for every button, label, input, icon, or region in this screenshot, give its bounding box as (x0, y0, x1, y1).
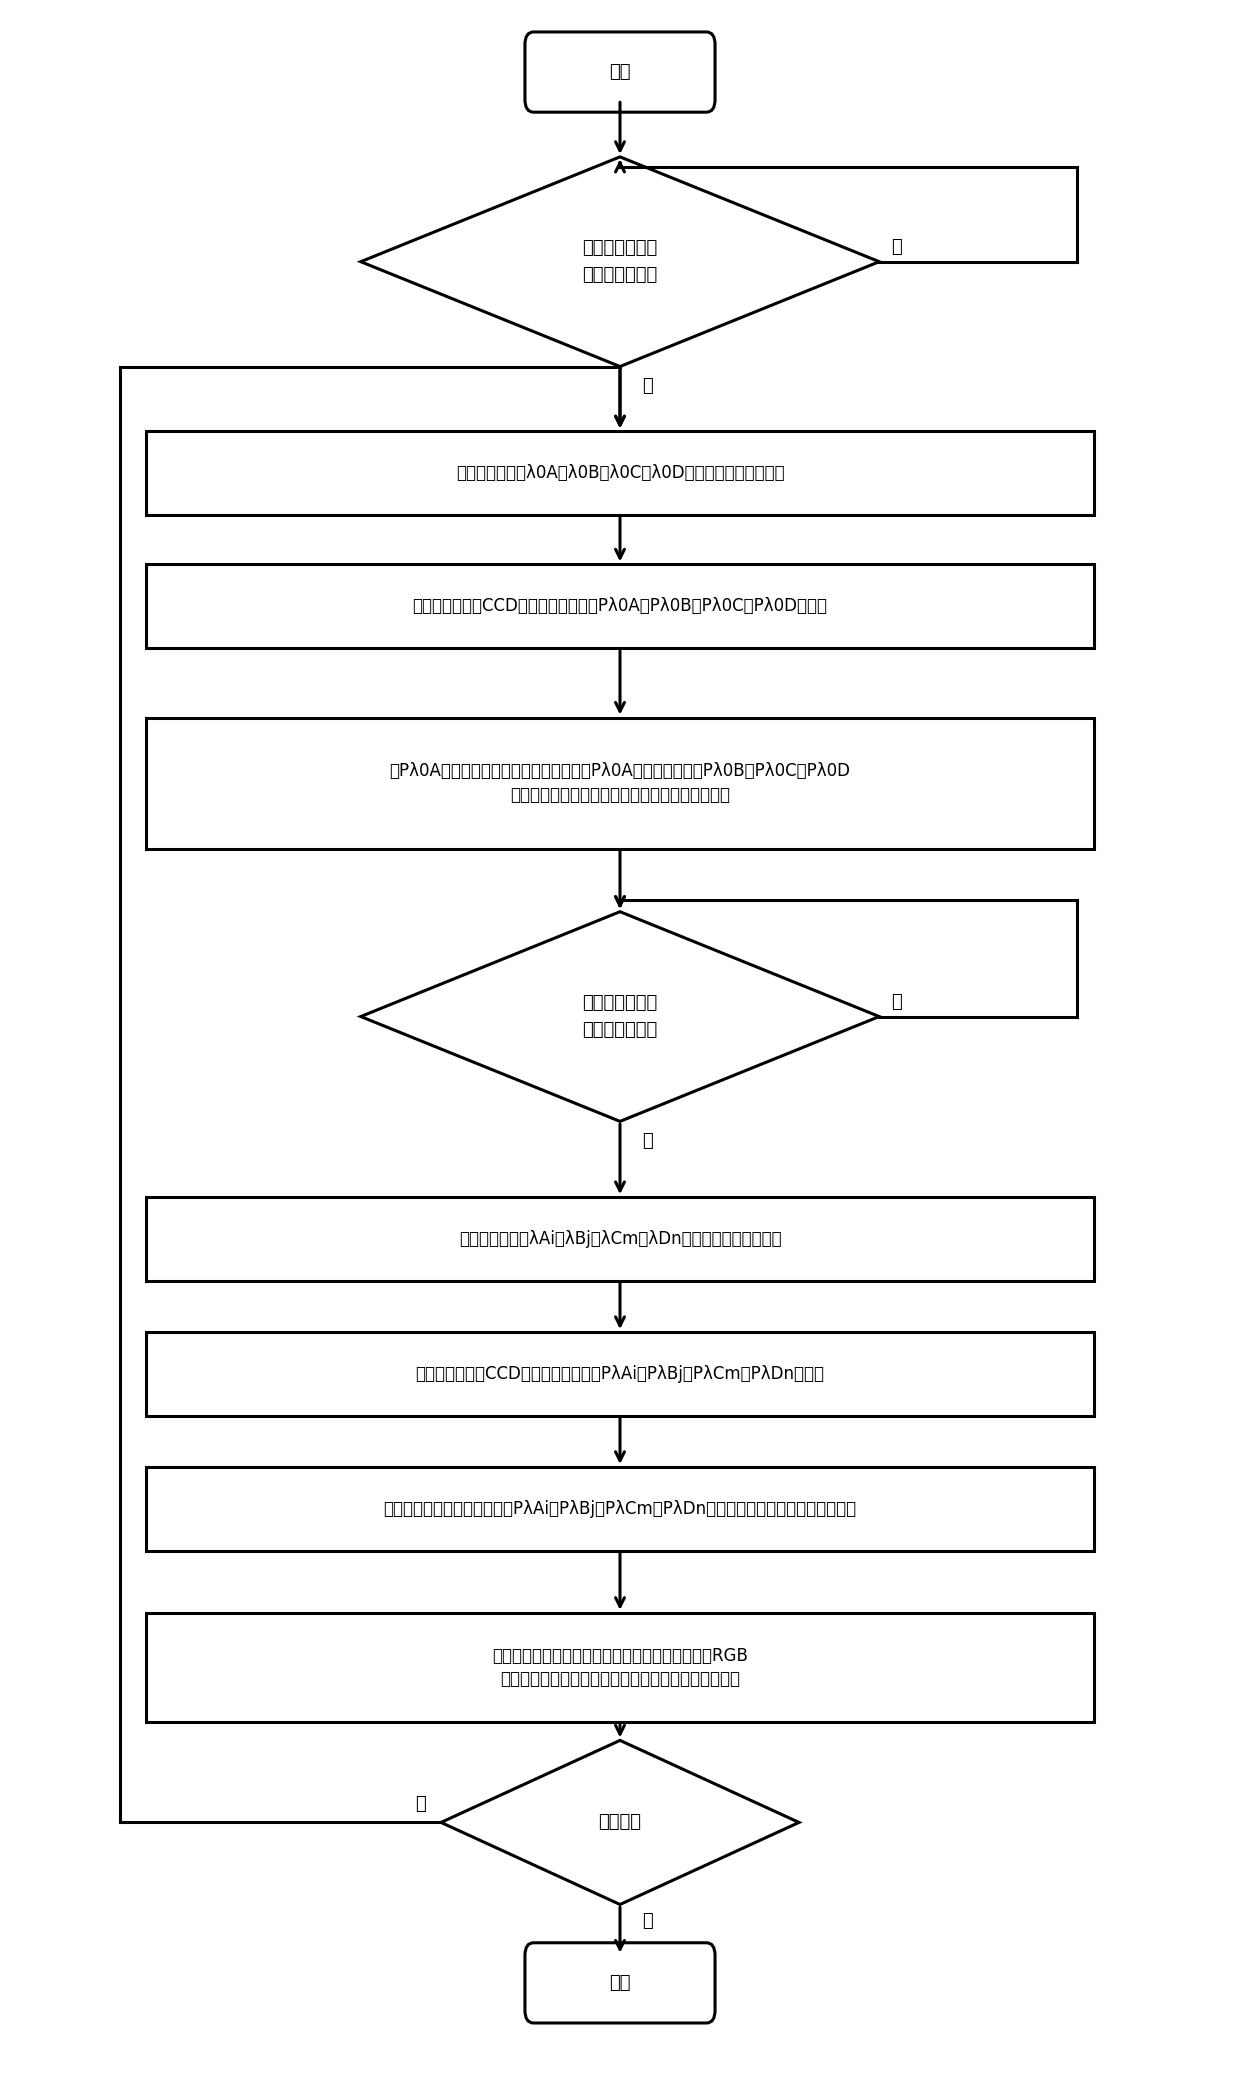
Text: 是否有相同波段
图像配准命令？: 是否有相同波段 图像配准命令？ (583, 239, 657, 284)
Polygon shape (441, 1741, 799, 1905)
Polygon shape (361, 158, 879, 367)
Text: 是: 是 (642, 378, 653, 396)
Text: 按照四选三的方式，对四幅配准图像中的三幅进行RGB
伪彩色融合，共获得四幅伪彩色融合图并传输到地面站: 按照四选三的方式，对四幅配准图像中的三幅进行RGB 伪彩色融合，共获得四幅伪彩色… (492, 1648, 748, 1689)
Text: 同步采集各通道CCD输出的一帧图像即Pλ0A，Pλ0B，Pλ0C，Pλ0D并缓存: 同步采集各通道CCD输出的一帧图像即Pλ0A，Pλ0B，Pλ0C，Pλ0D并缓存 (413, 598, 827, 616)
Text: 同步采集各通道CCD输出的一帧图像即PλAi，PλBj，PλCm，PλDn并缓存: 同步采集各通道CCD输出的一帧图像即PλAi，PλBj，PλCm，PλDn并缓存 (415, 1365, 825, 1382)
Bar (146, 432, 1094, 515)
Text: 否: 否 (892, 239, 903, 255)
Bar (146, 1467, 1094, 1550)
Text: 否: 否 (892, 994, 903, 1011)
FancyBboxPatch shape (525, 31, 715, 112)
Text: 令Pλ0A的中心为该图像配准中心坐标，以Pλ0A为基准并分别对Pλ0B，Pλ0C，Pλ0D
进行配准得到三幅图像各自的配准中心坐标并缓存: 令Pλ0A的中心为该图像配准中心坐标，以Pλ0A为基准并分别对Pλ0B，Pλ0C… (389, 762, 851, 803)
Text: 开始: 开始 (609, 62, 631, 81)
Bar (146, 1332, 1094, 1415)
Text: 向滤光组件发送λ0A，λ0B，λ0C，λ0D进入各自成像通道指令: 向滤光组件发送λ0A，λ0B，λ0C，λ0D进入各自成像通道指令 (455, 465, 785, 481)
Text: 否: 否 (415, 1795, 427, 1814)
FancyBboxPatch shape (525, 1942, 715, 2023)
Bar (146, 718, 1094, 849)
Bar (146, 1612, 1094, 1722)
Text: 结束否？: 结束否？ (599, 1814, 641, 1832)
Bar (146, 564, 1094, 647)
Text: 以配准中心坐标为图像中心对PλAi，PλBj，PλCm，PλDn进行平移处理，获得四幅配准图像: 以配准中心坐标为图像中心对PλAi，PλBj，PλCm，PλDn进行平移处理，获… (383, 1500, 857, 1517)
Text: 向滤光组件发送λAi，λBj，λCm，λDn进入各自成像通道指令: 向滤光组件发送λAi，λBj，λCm，λDn进入各自成像通道指令 (459, 1230, 781, 1247)
Text: 是: 是 (642, 1911, 653, 1930)
Polygon shape (361, 911, 879, 1120)
Text: 结束: 结束 (609, 1973, 631, 1992)
Text: 是: 是 (642, 1133, 653, 1150)
Bar (146, 1197, 1094, 1280)
Text: 是否有不同波长
图像配准命令？: 是否有不同波长 图像配准命令？ (583, 994, 657, 1040)
